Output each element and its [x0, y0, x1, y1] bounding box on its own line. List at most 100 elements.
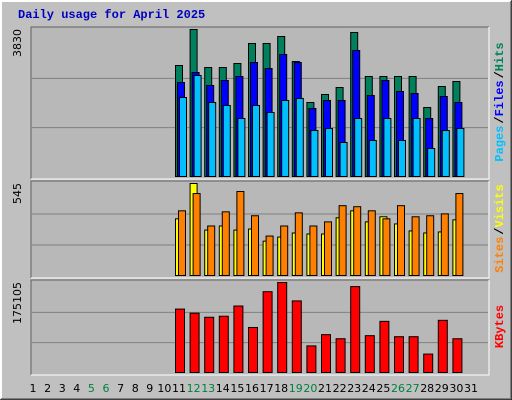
bar [193, 74, 202, 177]
x-tick-label: 24 [362, 382, 376, 395]
panel-shadow [30, 180, 489, 278]
bar [397, 205, 405, 276]
x-tick-label: 21 [318, 382, 332, 395]
bar [427, 147, 436, 177]
bar [222, 104, 231, 177]
bar [266, 112, 275, 177]
x-tick-label: 25 [376, 382, 390, 395]
x-tick-label: 3 [59, 382, 66, 395]
bar [411, 216, 420, 276]
bar [252, 104, 260, 177]
legend-separator: / [493, 71, 507, 78]
x-tick-label: 19 [289, 382, 303, 395]
bar [367, 210, 376, 276]
x-tick-label: 27 [406, 382, 420, 395]
bar [309, 225, 318, 277]
x-tick-label: 4 [73, 382, 80, 395]
bar [350, 286, 361, 373]
x-tick-label: 31 [464, 382, 478, 395]
y-tick-label: 175105 [11, 282, 24, 324]
legend: Sites /Visits [493, 184, 507, 272]
bar [262, 291, 273, 373]
panel-shadow [30, 26, 489, 179]
bar [426, 215, 435, 276]
bar [208, 101, 217, 177]
bar [204, 316, 215, 373]
bar [237, 117, 246, 177]
bar [310, 130, 319, 178]
bar [175, 308, 185, 373]
x-tick-label: 29 [435, 382, 449, 395]
bar [294, 212, 303, 277]
legend-separator: / [493, 228, 507, 235]
x-tick-label: 7 [117, 382, 124, 395]
legend-entry: Files [493, 80, 507, 116]
x-tick-label: 20 [303, 382, 317, 395]
bar [189, 312, 200, 374]
x-tick-label: 13 [201, 382, 215, 395]
bar [452, 338, 463, 373]
bar [192, 193, 201, 276]
legend: Pages/Files/Hits [493, 42, 507, 161]
bar [321, 334, 331, 373]
x-tick-label: 1 [30, 382, 37, 395]
x-tick-label: 11 [172, 382, 186, 395]
x-tick-label: 16 [245, 382, 259, 395]
y-tick-label: 3830 [11, 29, 24, 57]
chart-title: Daily usage for April 2025 [18, 8, 205, 22]
x-tick-label: 17 [260, 382, 274, 395]
bar [368, 139, 377, 178]
bar [383, 117, 392, 177]
bar [325, 128, 333, 178]
bar [306, 345, 317, 374]
panel [31, 181, 489, 278]
legend-entry: Sites [493, 237, 507, 273]
bar [207, 225, 216, 277]
bar [218, 315, 229, 374]
y-tick-label: 545 [11, 183, 24, 204]
bar [440, 213, 449, 276]
legend-separator: / [493, 116, 507, 123]
bar [236, 191, 245, 277]
bar [277, 282, 288, 373]
bar [423, 353, 434, 374]
bar [179, 97, 187, 177]
bar [354, 117, 363, 177]
x-tick-label: 28 [420, 382, 434, 395]
bar [178, 210, 186, 276]
legend: KBytes [493, 305, 507, 348]
bar [437, 319, 448, 373]
bar [248, 326, 258, 374]
bar [291, 300, 302, 374]
bar [379, 320, 390, 374]
bar [412, 117, 421, 177]
x-tick-label: 12 [187, 382, 201, 395]
panel-shadow [30, 279, 489, 375]
x-tick-label: 2 [44, 382, 51, 395]
x-tick-label: 30 [449, 382, 463, 395]
bar [456, 128, 465, 178]
bar [265, 235, 274, 277]
bar [324, 221, 332, 277]
x-tick-label: 26 [391, 382, 405, 395]
panel-light [31, 181, 490, 279]
bar [281, 99, 290, 177]
x-tick-label: 10 [157, 382, 171, 395]
x-tick-label: 23 [347, 382, 361, 395]
x-tick-label: 18 [274, 382, 288, 395]
bar [382, 218, 391, 276]
panel-light [31, 280, 490, 376]
bar [441, 130, 450, 178]
panel-light [31, 27, 490, 180]
bar [394, 336, 404, 374]
bar [233, 305, 244, 373]
bar [221, 211, 230, 276]
bar [408, 336, 419, 374]
legend-entry: Pages [493, 126, 507, 162]
x-tick-label: 22 [333, 382, 347, 395]
legend-entry: Visits [493, 184, 507, 227]
